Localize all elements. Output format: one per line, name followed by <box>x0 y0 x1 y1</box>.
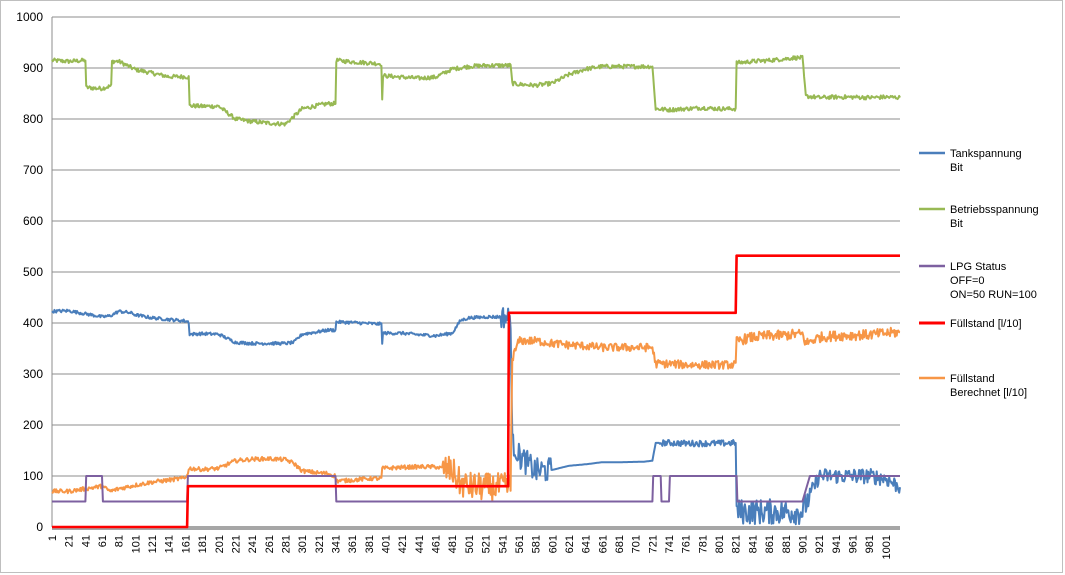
legend-label: Bit <box>950 162 963 174</box>
legend-label: Betriebsspannung <box>950 204 1039 216</box>
x-tick-label: 61 <box>97 535 109 547</box>
x-tick-label: 721 <box>647 535 659 553</box>
x-tick-label: 321 <box>314 535 326 553</box>
x-tick-label: 121 <box>147 535 159 553</box>
x-tick-label: 201 <box>214 535 226 553</box>
x-tick-label: 761 <box>681 535 693 553</box>
x-tick-label: 281 <box>280 535 292 553</box>
legend-label: Tankspannung <box>950 148 1022 160</box>
x-tick-label: 561 <box>514 535 526 553</box>
x-tick-label: 461 <box>431 535 443 553</box>
x-axis: 1 21 41 61 81 101 121 141 161 181 201 221 241 261 281 3… <box>47 526 900 559</box>
x-tick-label: 301 <box>297 535 309 553</box>
x-tick-label: 541 <box>497 535 509 553</box>
x-tick-label: 861 <box>764 535 776 553</box>
legend-label: LPG Status <box>950 261 1007 273</box>
y-tick-label: 300 <box>23 367 43 381</box>
x-tick-label: 581 <box>531 535 543 553</box>
series-line-4 <box>51 326 901 503</box>
x-axis-band <box>52 526 900 530</box>
x-tick-label: 101 <box>130 535 142 553</box>
x-tick-label: 941 <box>831 535 843 553</box>
y-tick-label: 800 <box>23 112 43 126</box>
x-tick-label: 261 <box>264 535 276 553</box>
legend-label: Bit <box>950 218 963 230</box>
x-tick-label: 241 <box>247 535 259 553</box>
x-tick-label: 1 <box>47 535 59 541</box>
y-tick-label: 500 <box>23 265 43 279</box>
x-tick-label: 521 <box>481 535 493 553</box>
series-line-3 <box>52 254 900 529</box>
plot-series <box>51 54 901 529</box>
y-tick-label: 1000 <box>16 10 43 24</box>
x-tick-label: 641 <box>581 535 593 553</box>
gridlines <box>52 16 900 477</box>
series-line-1 <box>51 54 901 127</box>
y-tick-label: 100 <box>23 469 43 483</box>
x-tick-label: 821 <box>731 535 743 553</box>
x-tick-label: 661 <box>597 535 609 553</box>
x-tick-label: 841 <box>747 535 759 553</box>
x-tick-label: 921 <box>814 535 826 553</box>
series-line-0 <box>51 307 901 526</box>
legend: Tankspannung Bit Betriebsspannung Bit LPG St… <box>919 148 1039 399</box>
x-tick-label: 401 <box>381 535 393 553</box>
x-tick-label: 981 <box>864 535 876 553</box>
y-tick-label: 900 <box>23 61 43 75</box>
x-tick-label: 1001 <box>881 535 893 559</box>
x-tick-label: 181 <box>197 535 209 553</box>
x-tick-label: 781 <box>697 535 709 553</box>
series-line-2 <box>52 475 900 503</box>
y-tick-label: 400 <box>23 316 43 330</box>
x-tick-label: 881 <box>781 535 793 553</box>
legend-label: Füllstand <box>950 373 995 385</box>
x-tick-label: 421 <box>397 535 409 553</box>
x-tick-label: 381 <box>364 535 376 553</box>
x-tick-label: 901 <box>797 535 809 553</box>
y-tick-label: 0 <box>36 520 43 534</box>
x-tick-label: 21 <box>64 535 76 547</box>
x-tick-label: 801 <box>714 535 726 553</box>
x-tick-label: 221 <box>230 535 242 553</box>
y-tick-label: 200 <box>23 418 43 432</box>
x-tick-label: 701 <box>631 535 643 553</box>
x-tick-label: 361 <box>347 535 359 553</box>
x-tick-label: 681 <box>614 535 626 553</box>
x-tick-label: 141 <box>164 535 176 553</box>
legend-label: Füllstand [l/10] <box>950 318 1022 330</box>
x-tick-label: 441 <box>414 535 426 553</box>
x-tick-label: 341 <box>331 535 343 553</box>
x-tick-label: 621 <box>564 535 576 553</box>
legend-label: OFF=0 <box>950 275 985 287</box>
x-tick-label: 81 <box>114 535 126 547</box>
y-axis: 0 100 200 300 400 500 600 700 800 900 1000 <box>16 10 53 534</box>
x-tick-label: 41 <box>80 535 92 547</box>
y-tick-label: 700 <box>23 163 43 177</box>
legend-label: ON=50 RUN=100 <box>950 289 1037 301</box>
x-tick-label: 161 <box>180 535 192 553</box>
x-tick-label: 961 <box>847 535 859 553</box>
x-tick-label: 501 <box>464 535 476 553</box>
y-tick-label: 600 <box>23 214 43 228</box>
legend-label: Berechnet [l/10] <box>950 387 1027 399</box>
x-tick-label: 601 <box>547 535 559 553</box>
x-tick-label: 741 <box>664 535 676 553</box>
x-tick-label: 481 <box>447 535 459 553</box>
